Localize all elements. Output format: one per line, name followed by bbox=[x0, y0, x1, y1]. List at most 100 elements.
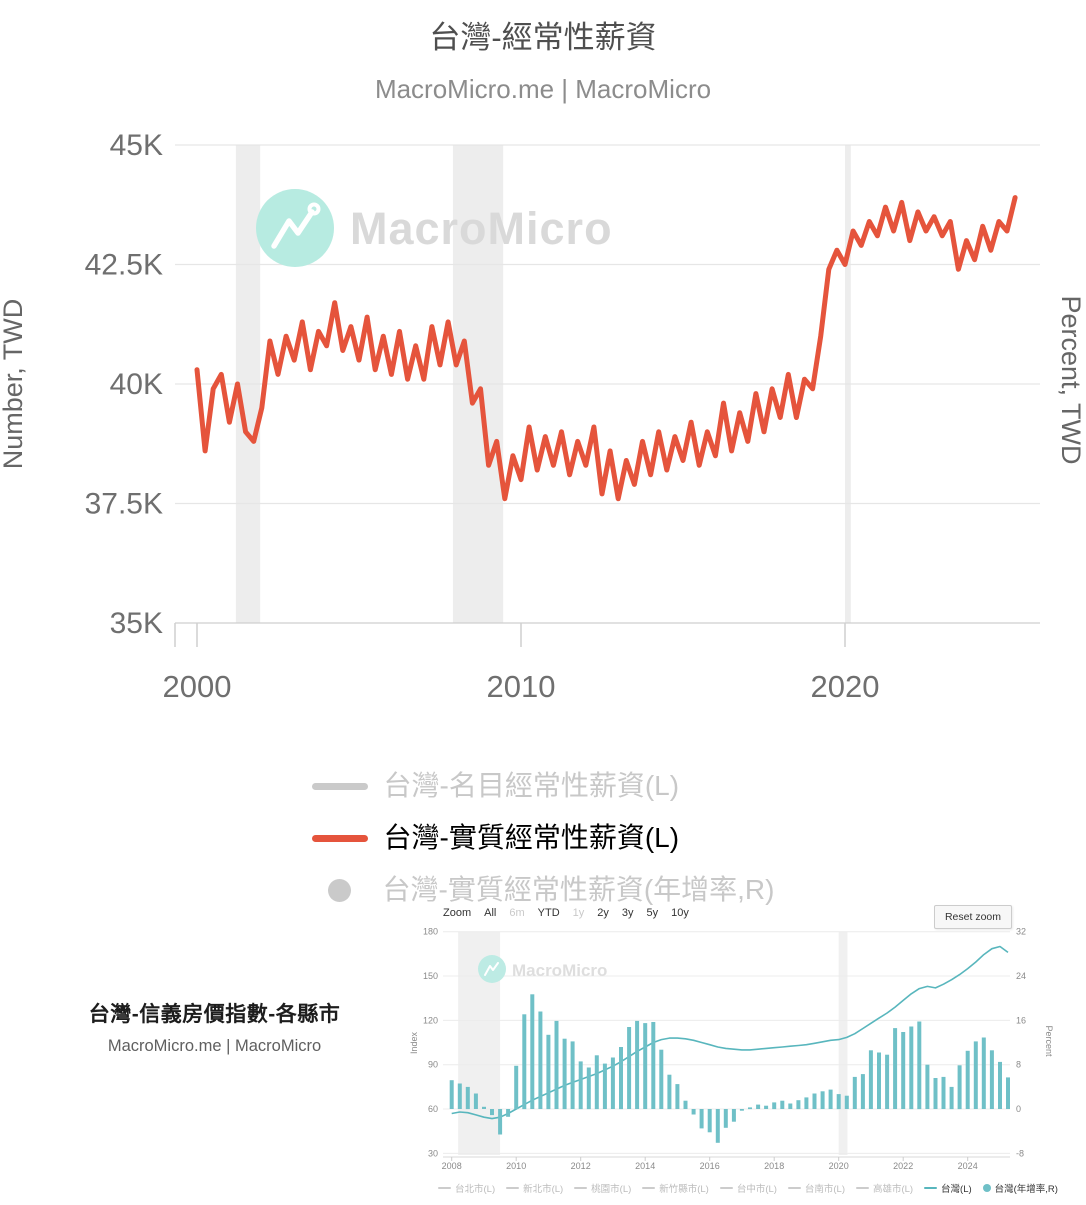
housing-yoy-bar bbox=[699, 1109, 704, 1129]
housing-yoy-bar bbox=[723, 1109, 728, 1128]
macromicro-watermark: MacroMicro bbox=[256, 189, 612, 267]
inset-left-tick-label: 180 bbox=[423, 927, 438, 937]
inset-legend-label: 台灣(L) bbox=[941, 1184, 972, 1195]
inset-legend: 台北市(L) 新北市(L) 桃園市(L) 新竹縣市(L) 台中市(L) 台南市(L) 高雄市… bbox=[438, 1181, 1058, 1195]
housing-yoy-bar bbox=[998, 1061, 1002, 1109]
legend-line-swatch-icon bbox=[311, 782, 368, 790]
housing-yoy-bar bbox=[691, 1109, 696, 1115]
inset-legend-item-3[interactable]: 桃園市(L) bbox=[574, 1181, 631, 1195]
housing-yoy-bar bbox=[610, 1057, 615, 1109]
housing-yoy-bar bbox=[457, 1083, 462, 1109]
inset-legend-item-8[interactable]: 台灣(L) bbox=[924, 1181, 972, 1195]
inset-legend-item-4[interactable]: 新竹縣市(L) bbox=[642, 1181, 709, 1195]
housing-yoy-bar bbox=[868, 1050, 873, 1109]
inset-left-axis-label: Index bbox=[409, 1031, 419, 1054]
inset-x-tick-label: 2012 bbox=[571, 1161, 591, 1171]
reset-zoom-button[interactable]: Reset zoom bbox=[933, 905, 1012, 929]
page-title: 台灣-經常性薪資 bbox=[429, 20, 657, 55]
inset-x-tick-label: 2020 bbox=[829, 1161, 849, 1171]
legend-circle-swatch-icon bbox=[327, 878, 351, 902]
housing-yoy-bar bbox=[731, 1109, 736, 1122]
housing-yoy-bar bbox=[739, 1109, 744, 1111]
housing-yoy-bar bbox=[812, 1093, 817, 1109]
zoom-option-10y[interactable]: 10y bbox=[671, 907, 689, 919]
housing-yoy-bar bbox=[449, 1080, 454, 1109]
legend-item-2[interactable]: 台灣-實質經常性薪資(L) bbox=[311, 812, 775, 864]
zoom-option-3y[interactable]: 3y bbox=[621, 907, 634, 919]
housing-yoy-bar bbox=[530, 994, 535, 1109]
housing-yoy-bar bbox=[482, 1106, 486, 1109]
legend-item-3[interactable]: 台灣-實質經常性薪資(年增率,R) bbox=[312, 864, 775, 916]
inset-legend-label: 台灣(年增率,R) bbox=[994, 1184, 1058, 1195]
inset-legend-item-9[interactable]: 台灣(年增率,R) bbox=[982, 1181, 1058, 1195]
inset-chart-canvas: MacroMicro 180 32 150 24 120 16 90 8 60 0 30 -8 2008… bbox=[409, 927, 1054, 1171]
housing-yoy-bar bbox=[852, 1076, 857, 1109]
inset-x-tick-label: 2010 bbox=[506, 1161, 526, 1171]
gridlines-layer bbox=[175, 144, 1040, 624]
inset-legend-dash-icon bbox=[506, 1187, 520, 1189]
inset-right-tick-label: 8 bbox=[1016, 1060, 1021, 1070]
inset-legend-dash-icon bbox=[787, 1187, 801, 1189]
housing-yoy-bar bbox=[989, 1050, 994, 1109]
legend-line-swatch-icon bbox=[311, 834, 368, 842]
zoom-option-2y[interactable]: 2y bbox=[597, 907, 609, 919]
housing-yoy-bar bbox=[877, 1052, 881, 1109]
inset-legend-label: 台中市(L) bbox=[736, 1184, 777, 1195]
inset-legend-item-2[interactable]: 新北市(L) bbox=[506, 1181, 563, 1195]
housing-yoy-bar bbox=[925, 1064, 930, 1109]
inset-legend-dash-icon bbox=[855, 1187, 869, 1189]
inset-legend-dash-icon bbox=[719, 1187, 733, 1189]
housing-yoy-bar bbox=[780, 1100, 785, 1109]
housing-yoy-bar bbox=[514, 1065, 519, 1109]
housing-yoy-bar bbox=[941, 1076, 946, 1109]
zoom-option-ytd[interactable]: YTD bbox=[537, 907, 560, 919]
inset-right-tick-label: 24 bbox=[1016, 971, 1026, 981]
housing-yoy-bar bbox=[885, 1054, 890, 1109]
housing-yoy-bar bbox=[498, 1109, 503, 1135]
inset-right-tick-label: 32 bbox=[1016, 927, 1026, 937]
inset-watermark-zigzag-icon bbox=[484, 962, 499, 976]
inset-x-tick-label: 2022 bbox=[893, 1161, 913, 1171]
legend-item-1[interactable]: 台灣-名目經常性薪資(L) bbox=[311, 760, 775, 812]
housing-yoy-bar bbox=[893, 1028, 898, 1109]
inset-legend-item-7[interactable]: 高雄市(L) bbox=[855, 1181, 913, 1195]
housing-yoy-bar bbox=[788, 1103, 793, 1109]
main-left-axis-label: Number, TWD bbox=[0, 299, 28, 470]
zoom-toolbar-label: Zoom bbox=[443, 907, 472, 919]
inset-left-tick-label: 150 bbox=[423, 971, 438, 981]
housing-yoy-bar bbox=[602, 1063, 607, 1109]
inset-legend-item-5[interactable]: 台中市(L) bbox=[719, 1181, 777, 1195]
housing-yoy-bar bbox=[659, 1049, 664, 1109]
inset-right-tick-label: 0 bbox=[1016, 1104, 1021, 1114]
inset-legend-item-6[interactable]: 台南市(L) bbox=[787, 1181, 845, 1195]
page-subtitle: MacroMicro.me | MacroMicro bbox=[374, 74, 712, 104]
inset-housing-chart: Zoom All 6m YTD 1y 2y 3y 5y 10y Reset zoom Macr… bbox=[408, 903, 1086, 1205]
inset-watermark-text: MacroMicro bbox=[512, 961, 607, 980]
inset-legend-label: 新北市(L) bbox=[523, 1184, 564, 1195]
inset-x-tick-label: 2016 bbox=[700, 1161, 720, 1171]
housing-yoy-bar bbox=[554, 1020, 559, 1109]
zoom-option-all[interactable]: All bbox=[484, 907, 497, 919]
inset-legend-label: 新竹縣市(L) bbox=[659, 1184, 709, 1195]
inset-right-tick-label: -8 bbox=[1016, 1148, 1024, 1158]
inset-axes-layer: 180 32 150 24 120 16 90 8 60 0 30 -8 2008 2010 2012 201… bbox=[423, 927, 1026, 1171]
housing-yoy-bar bbox=[933, 1078, 938, 1109]
inset-right-axis-label: Percent bbox=[1044, 1025, 1054, 1057]
inset-x-tick-label: 2018 bbox=[764, 1161, 784, 1171]
housing-yoy-bar bbox=[643, 1023, 648, 1109]
inset-title-block: 台灣-信義房價指數-各縣市 MacroMicro.me | MacroMicro bbox=[62, 998, 367, 1056]
housing-yoy-bar bbox=[506, 1109, 511, 1117]
housing-yoy-bar bbox=[796, 1100, 801, 1110]
housing-yoy-bar bbox=[901, 1032, 906, 1109]
housing-yoy-bar bbox=[546, 1034, 551, 1110]
housing-yoy-bar bbox=[473, 1093, 478, 1109]
inset-legend-dash-icon bbox=[924, 1187, 938, 1189]
housing-yoy-bar bbox=[764, 1105, 769, 1109]
zoom-option-6m: 6m bbox=[509, 907, 525, 919]
zoom-option-5y[interactable]: 5y bbox=[646, 907, 659, 919]
housing-yoy-bar bbox=[635, 1020, 640, 1109]
legend-item-label: 台灣-實質經常性薪資(年增率,R) bbox=[382, 874, 775, 905]
housing-yoy-bar bbox=[957, 1065, 962, 1110]
inset-right-tick-label: 16 bbox=[1016, 1015, 1026, 1025]
inset-legend-item-1[interactable]: 台北市(L) bbox=[438, 1181, 495, 1195]
